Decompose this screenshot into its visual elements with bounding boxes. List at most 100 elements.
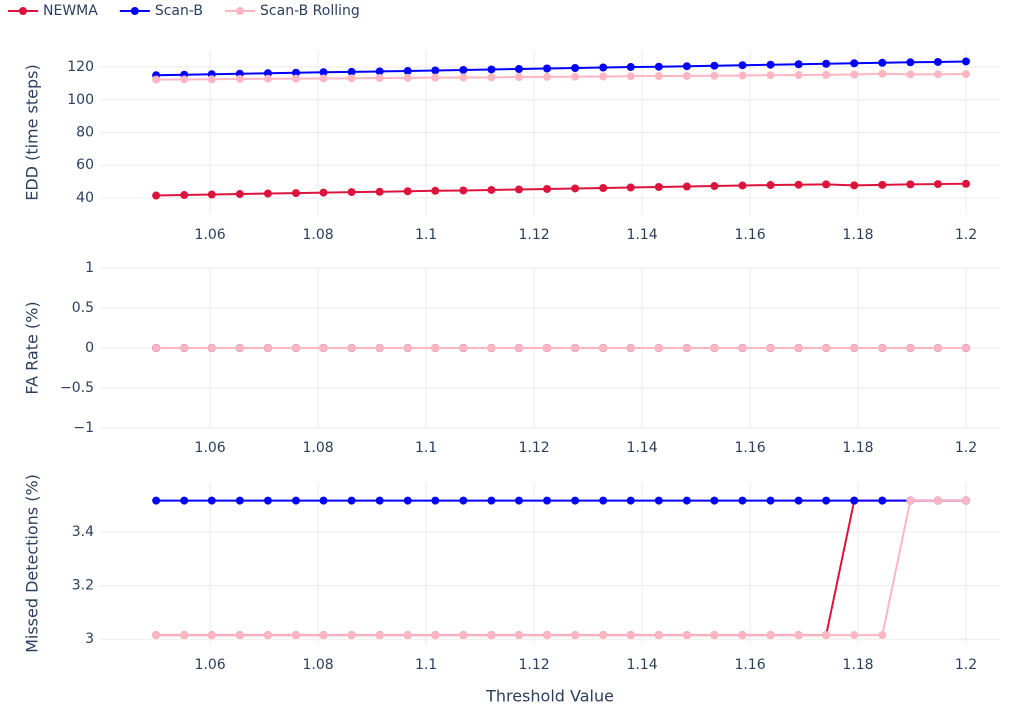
point	[794, 631, 803, 640]
x-tick-label: 1.16	[734, 657, 765, 673]
point	[431, 66, 440, 75]
y-axis-title: FA Rate (%)	[23, 301, 42, 394]
x-tick-label: 1.18	[842, 657, 873, 673]
point	[961, 57, 970, 66]
point	[850, 344, 859, 352]
point	[599, 72, 608, 81]
point	[487, 344, 496, 352]
point	[682, 496, 691, 505]
point	[431, 631, 440, 640]
point	[710, 71, 719, 80]
point	[766, 496, 775, 505]
point	[347, 496, 356, 505]
point	[207, 496, 216, 505]
point	[961, 179, 970, 188]
point	[794, 496, 803, 505]
point	[514, 344, 523, 352]
point	[906, 180, 915, 189]
point	[459, 631, 468, 640]
point	[766, 71, 775, 80]
point	[319, 188, 328, 197]
point	[794, 60, 803, 69]
point	[766, 344, 775, 352]
y-axis-title: Missed Detections (%)	[23, 474, 42, 653]
legend-label: Scan-B	[155, 3, 203, 19]
point	[933, 180, 942, 189]
point	[180, 631, 189, 640]
point	[738, 631, 747, 640]
point	[375, 67, 384, 76]
point	[794, 344, 803, 352]
point	[822, 344, 831, 352]
point	[291, 74, 300, 83]
x-tick-label: 1.2	[955, 657, 977, 673]
point	[794, 71, 803, 80]
point	[152, 344, 161, 352]
point	[403, 344, 412, 352]
legend-marker	[130, 7, 139, 15]
point	[822, 496, 831, 505]
x-tick-label: 1.1	[415, 440, 437, 456]
point	[766, 631, 775, 640]
y-tick-label: 3.2	[72, 578, 94, 594]
x-tick-label: 1.14	[626, 657, 657, 673]
point	[878, 180, 887, 189]
point	[375, 187, 384, 196]
point	[543, 496, 552, 505]
point	[263, 189, 272, 198]
point	[571, 64, 580, 73]
point	[431, 496, 440, 505]
point	[654, 344, 663, 352]
point	[766, 60, 775, 69]
legend-marker	[236, 7, 245, 15]
point	[571, 496, 580, 505]
point	[850, 631, 859, 640]
point	[710, 496, 719, 505]
point	[933, 344, 942, 352]
point	[599, 344, 608, 352]
point	[207, 631, 216, 640]
x-tick-label: 1.18	[842, 227, 873, 243]
point	[459, 344, 468, 352]
point	[263, 69, 272, 78]
point	[599, 183, 608, 192]
point	[152, 631, 161, 640]
point	[235, 74, 244, 83]
point	[180, 75, 189, 84]
point	[152, 191, 161, 200]
x-tick-label: 1.08	[303, 657, 334, 673]
point	[431, 186, 440, 195]
point	[961, 344, 970, 352]
y-tick-label: 3	[85, 631, 94, 647]
point	[291, 189, 300, 198]
point	[263, 344, 272, 352]
point	[487, 631, 496, 640]
x-tick-label: 1.06	[195, 657, 226, 673]
y-axis-title: EDD (time steps)	[23, 64, 42, 201]
point	[403, 496, 412, 505]
point	[626, 496, 635, 505]
point	[766, 181, 775, 190]
point	[738, 181, 747, 190]
point	[682, 344, 691, 352]
point	[263, 496, 272, 505]
x-tick-label: 1.06	[195, 227, 226, 243]
x-tick-label: 1.2	[955, 227, 977, 243]
point	[319, 344, 328, 352]
point	[878, 496, 887, 505]
point	[347, 188, 356, 197]
point	[710, 344, 719, 352]
point	[431, 344, 440, 352]
point	[850, 70, 859, 79]
point	[543, 631, 552, 640]
point	[319, 631, 328, 640]
x-tick-label: 1.1	[415, 657, 437, 673]
point	[291, 344, 300, 352]
point	[514, 631, 523, 640]
point	[654, 496, 663, 505]
point	[319, 68, 328, 77]
point	[319, 496, 328, 505]
point	[878, 58, 887, 67]
point	[626, 63, 635, 72]
